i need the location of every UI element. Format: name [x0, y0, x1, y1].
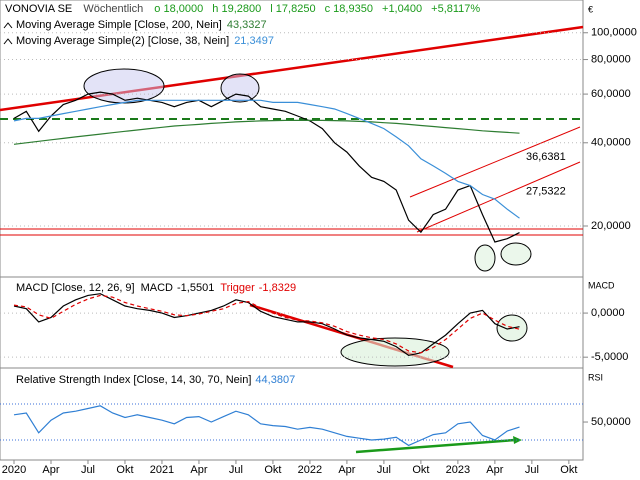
- legend: Moving Average Simple [Close, 200, Nein]…: [16, 19, 267, 31]
- x-tick-label: Apr: [338, 464, 355, 476]
- y-tick-label: 60,0000: [591, 88, 631, 100]
- period: Wöchentlich: [83, 3, 143, 15]
- x-tick-label: Jul: [81, 464, 95, 476]
- legend-name: Moving Average Simple [Close, 200, Nein]: [16, 19, 222, 31]
- x-tick-label: 2021: [150, 464, 174, 476]
- open: o 18,0000: [154, 3, 203, 15]
- series-line: [13, 405, 520, 447]
- y-tick-label: 100,0000: [591, 27, 637, 39]
- y-tick-label: -5,0000: [591, 351, 628, 363]
- x-tick-label: Apr: [486, 464, 503, 476]
- x-tick-label: 2022: [298, 464, 322, 476]
- axis-label: RSI: [588, 372, 603, 382]
- series-line: [13, 293, 520, 357]
- highlight-ellipse: [340, 337, 450, 367]
- legend-name: Moving Average Simple(2) [Close, 38, Nei…: [16, 35, 229, 47]
- legend-value: 21,3497: [234, 35, 274, 47]
- x-tick-label: 2023: [446, 464, 470, 476]
- legend-title: Relative Strength Index [Close, 14, 30, …: [16, 374, 251, 386]
- highlight-ellipse: [500, 242, 532, 266]
- x-tick-label: Jul: [229, 464, 243, 476]
- legend-value: 44,3807: [255, 374, 295, 386]
- series-line: [13, 294, 520, 354]
- highlight-ellipse: [220, 73, 260, 103]
- y-tick-label: 0,0000: [591, 307, 625, 319]
- change: +1,0400: [382, 3, 422, 15]
- channel-line: [416, 161, 581, 233]
- x-tick-label: Jul: [377, 464, 391, 476]
- x-tick-label: Okt: [264, 464, 281, 476]
- legend-value: -1,5501: [177, 282, 214, 294]
- y-tick-label: 50,0000: [591, 416, 631, 428]
- currency: €: [588, 4, 593, 14]
- highlight-ellipse: [83, 68, 165, 104]
- x-tick-label: 2020: [2, 464, 26, 476]
- annotation: 36,6381: [526, 151, 566, 163]
- x-tick-label: Okt: [560, 464, 577, 476]
- legend: Relative Strength Index [Close, 14, 30, …: [16, 374, 295, 386]
- arrow-head: [513, 436, 522, 444]
- change-pct: +5,8117%: [431, 3, 480, 15]
- y-tick-label: 80,0000: [591, 53, 631, 65]
- x-tick-label: Apr: [190, 464, 207, 476]
- x-tick-label: Okt: [412, 464, 429, 476]
- annotation: 27,5322: [526, 186, 566, 198]
- x-tick-label: Jul: [525, 464, 539, 476]
- y-tick-label: 40,0000: [591, 137, 631, 149]
- axis-label: MACD: [588, 280, 615, 290]
- legend-name: MACD: [141, 282, 173, 294]
- close: c 18,9350: [325, 3, 373, 15]
- high: h 19,2800: [212, 3, 261, 15]
- legend: MACD [Close, 12, 26, 9] MACD -1,5501 Trigge…: [16, 282, 296, 294]
- divergence-arrow: [355, 438, 516, 454]
- series-line: [13, 91, 520, 243]
- series-line: [13, 99, 520, 219]
- instrument: VONOVIA SE: [5, 3, 72, 15]
- legend: Moving Average Simple(2) [Close, 38, Nei…: [16, 35, 274, 47]
- x-tick-label: Okt: [116, 464, 133, 476]
- channel-line: [409, 126, 581, 198]
- legend-value: -1,8329: [259, 282, 296, 294]
- legend-value: 43,3327: [227, 19, 267, 31]
- legend-name: Trigger: [220, 282, 255, 294]
- y-tick-label: 20,0000: [591, 220, 631, 232]
- highlight-ellipse: [474, 244, 496, 272]
- legend-title: MACD [Close, 12, 26, 9]: [16, 282, 135, 294]
- low: l 17,8250: [270, 3, 315, 15]
- header: VONOVIA SE Wöchentlich o 18,0000 h 19,28…: [5, 3, 480, 15]
- legend-icon: [3, 22, 13, 29]
- x-tick-label: Apr: [42, 464, 59, 476]
- legend-icon: [3, 38, 13, 45]
- series-line: [13, 119, 520, 145]
